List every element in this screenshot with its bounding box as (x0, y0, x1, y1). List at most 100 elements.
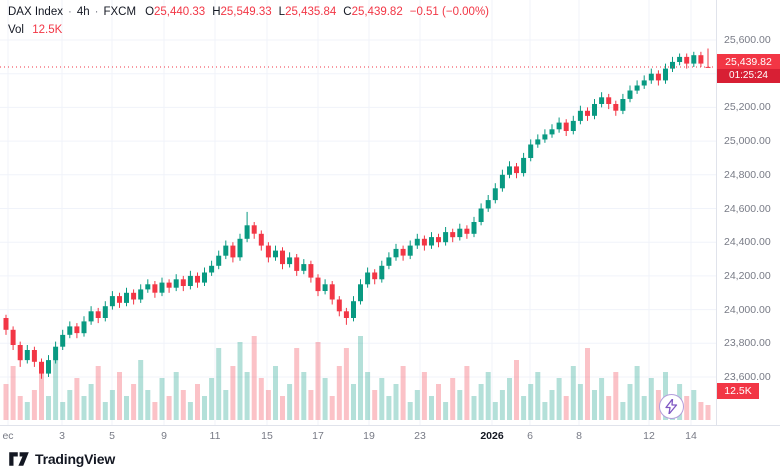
candle-body (273, 250, 278, 258)
time-axis-label: 12 (643, 430, 655, 442)
candle-body (606, 97, 612, 104)
volume-bar (372, 390, 378, 420)
volume-bar (691, 390, 697, 420)
volume-bar (521, 396, 527, 420)
volume-bar (159, 378, 165, 420)
volume-bar (570, 366, 576, 420)
volume-bar (67, 390, 73, 420)
volume-bar (443, 402, 449, 420)
candle-body (251, 225, 257, 234)
symbol-name[interactable]: DAX Index (8, 6, 63, 18)
candle-body (393, 248, 399, 258)
close-value: C25,439.82 (343, 6, 403, 18)
boost-button[interactable] (659, 394, 684, 419)
change-value: −0.51 (−0.00%) (409, 6, 490, 18)
time-axis-label: ec (2, 430, 14, 442)
time-axis[interactable]: ec 3 5 9 11 15 17 19 23 2026 6 8 12 14 (0, 425, 780, 447)
volume-bar (358, 336, 363, 420)
candle-body (10, 329, 16, 345)
last-price-badge: 25,439.82 01:25:24 (717, 54, 780, 83)
volume-bar (655, 390, 661, 420)
candle-body (436, 237, 441, 243)
candle-body (627, 90, 633, 99)
candle-body (450, 232, 456, 238)
candle-body (265, 245, 271, 258)
price-axis-label: 25,600.00 (724, 34, 771, 46)
volume-bar (343, 348, 349, 420)
price-axis-label: 23,600.00 (724, 371, 771, 383)
volume-bar (187, 402, 193, 420)
candle-body (379, 265, 385, 280)
candle-body (443, 232, 449, 243)
volume-bar (450, 378, 456, 420)
volume-bar (336, 366, 342, 420)
volume-bar (499, 390, 505, 420)
candle-body (351, 301, 356, 318)
candle-body (46, 360, 51, 374)
volume-bar (31, 390, 37, 420)
volume-axis-badge: 12.5K (717, 383, 759, 399)
volume-bar (60, 402, 66, 420)
price-axis-label: 25,200.00 (724, 101, 771, 113)
candle-body (287, 257, 293, 265)
volume-series (3, 336, 711, 420)
volume-bar (620, 402, 626, 420)
candle-body (535, 139, 541, 145)
volume-legend[interactable]: Vol 12.5K (8, 24, 62, 36)
volume-bar (209, 378, 215, 420)
time-axis-label: 17 (312, 430, 324, 442)
volume-bar (294, 348, 300, 420)
volume-bar (471, 396, 477, 420)
volume-bar (237, 342, 243, 420)
candle-body (521, 157, 527, 174)
volume-bar (173, 372, 179, 420)
volume-bar (549, 390, 555, 420)
candle-body (507, 166, 512, 175)
candle-body (663, 68, 668, 81)
volume-bar (39, 372, 44, 420)
volume-bar (152, 402, 158, 420)
grid-lines (0, 0, 716, 425)
candle-body (386, 257, 392, 266)
lightning-icon (665, 399, 678, 414)
volume-bar (17, 396, 23, 420)
candle-body (464, 228, 470, 234)
chart-plot-area[interactable]: DAX Index · 4h · FXCM O25,440.33 H25,549… (0, 0, 780, 425)
candle-body (641, 80, 647, 86)
candle-body (39, 361, 44, 374)
candle-body (159, 282, 165, 293)
volume-bar (273, 366, 278, 420)
candle-body (17, 345, 23, 361)
time-axis-label: 5 (109, 430, 115, 442)
time-axis-label: 9 (161, 430, 167, 442)
tradingview-logo[interactable]: TradingView (8, 451, 115, 467)
volume-bar (365, 372, 371, 420)
volume-bar (585, 348, 590, 420)
candlestick-chart[interactable] (0, 0, 716, 425)
candle-body (599, 97, 605, 104)
time-axis-label: 8 (576, 430, 582, 442)
volume-bar (563, 396, 569, 420)
volume-bar (180, 390, 186, 420)
last-price-value: 25,439.82 (717, 54, 780, 69)
time-axis-label: 6 (527, 430, 533, 442)
exchange-label: FXCM (103, 6, 137, 18)
volume-bar (400, 366, 406, 420)
time-axis-label: 14 (685, 430, 697, 442)
volume-bar (322, 378, 328, 420)
symbol-legend[interactable]: DAX Index · 4h · FXCM O25,440.33 H25,549… (8, 6, 489, 18)
candlestick-series (3, 48, 711, 379)
volume-bar (301, 372, 307, 420)
volume-bar (414, 390, 420, 420)
candle-body (542, 134, 548, 140)
legend-separator: · (94, 6, 99, 18)
volume-bar (308, 390, 314, 420)
interval-label[interactable]: 4h (76, 6, 90, 18)
volume-bar (124, 396, 129, 420)
volume-label: Vol (8, 24, 24, 36)
candle-body (294, 257, 300, 271)
volume-bar (485, 372, 491, 420)
tradingview-logo-text: TradingView (35, 450, 116, 467)
candle-body (414, 238, 420, 246)
candle-body (102, 306, 108, 318)
